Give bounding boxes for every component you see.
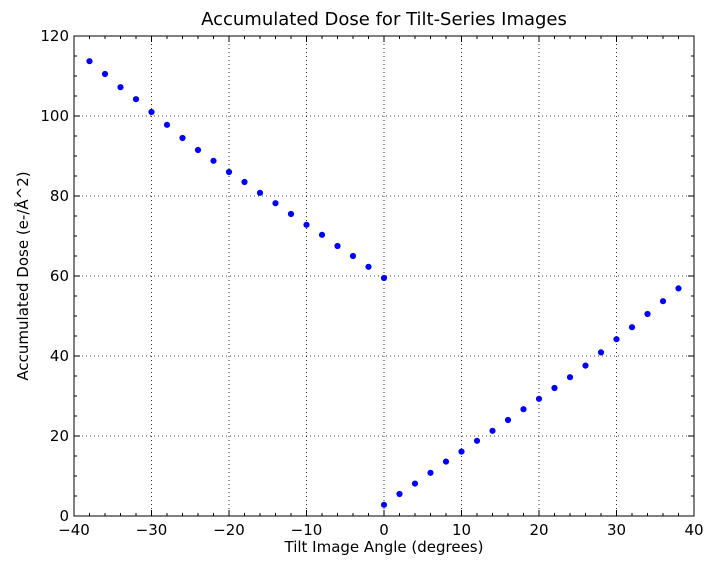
data-point bbox=[396, 490, 403, 498]
data-point bbox=[163, 121, 171, 128]
grid-lines bbox=[74, 36, 694, 516]
data-point bbox=[86, 58, 93, 65]
data-point bbox=[458, 448, 465, 455]
data-point bbox=[287, 210, 295, 218]
data-point bbox=[334, 242, 341, 250]
x-tick-label: 10 bbox=[452, 521, 471, 539]
data-point bbox=[489, 427, 496, 434]
y-tick-label: 100 bbox=[40, 107, 69, 125]
data-point bbox=[148, 108, 155, 116]
chart-title: Accumulated Dose for Tilt-Series Images bbox=[201, 9, 567, 30]
x-tick-label: −10 bbox=[291, 521, 323, 539]
data-point bbox=[225, 168, 233, 176]
data-point bbox=[535, 395, 543, 402]
x-tick-label: −30 bbox=[136, 521, 168, 539]
data-point bbox=[303, 221, 310, 228]
x-tick-label: 20 bbox=[529, 521, 548, 539]
y-axis-label: Accumulated Dose (e-/Å^2) bbox=[13, 171, 32, 380]
data-point bbox=[582, 362, 589, 369]
y-tick-label: 80 bbox=[50, 187, 69, 205]
y-tick-label: 40 bbox=[50, 347, 69, 365]
data-point bbox=[241, 178, 248, 186]
y-tick-label: 60 bbox=[50, 267, 69, 285]
data-point bbox=[644, 310, 651, 318]
data-point bbox=[101, 70, 109, 78]
data-point bbox=[210, 157, 217, 164]
data-point bbox=[597, 349, 605, 356]
data-point bbox=[473, 437, 481, 444]
data-point bbox=[272, 200, 279, 207]
y-tick-label: 20 bbox=[50, 427, 69, 445]
data-point bbox=[442, 458, 450, 465]
data-point bbox=[117, 84, 124, 91]
data-point bbox=[628, 324, 636, 331]
data-point bbox=[349, 252, 357, 260]
data-points bbox=[86, 58, 682, 508]
data-point bbox=[504, 416, 512, 424]
x-axis-label: Tilt Image Angle (degrees) bbox=[284, 538, 484, 556]
x-tick-labels: −40 −30 −20 −10 0 10 20 30 40 bbox=[58, 521, 703, 539]
x-tick-label: −40 bbox=[58, 521, 90, 539]
data-point bbox=[675, 285, 682, 292]
plot-frame bbox=[73, 35, 695, 517]
data-point bbox=[411, 480, 419, 487]
data-point bbox=[179, 134, 186, 142]
x-tick-label: 30 bbox=[607, 521, 626, 539]
y-tick-label: 120 bbox=[40, 27, 69, 45]
data-point bbox=[365, 263, 372, 270]
data-point bbox=[380, 501, 388, 508]
data-point bbox=[551, 384, 558, 392]
data-point bbox=[520, 406, 527, 413]
data-point bbox=[427, 469, 434, 476]
data-point bbox=[380, 274, 388, 282]
x-tick-label: 0 bbox=[379, 521, 389, 539]
data-point bbox=[659, 298, 667, 305]
x-tick-label: −20 bbox=[213, 521, 245, 539]
data-point bbox=[194, 146, 202, 154]
data-point bbox=[132, 96, 140, 103]
data-point bbox=[613, 336, 620, 343]
data-point bbox=[256, 189, 264, 196]
y-tick-labels: 0 20 40 60 80 100 120 bbox=[40, 27, 69, 525]
y-tick-label: 0 bbox=[59, 507, 69, 525]
data-point bbox=[318, 231, 326, 238]
x-tick-label: 40 bbox=[684, 521, 703, 539]
data-point bbox=[566, 374, 574, 381]
